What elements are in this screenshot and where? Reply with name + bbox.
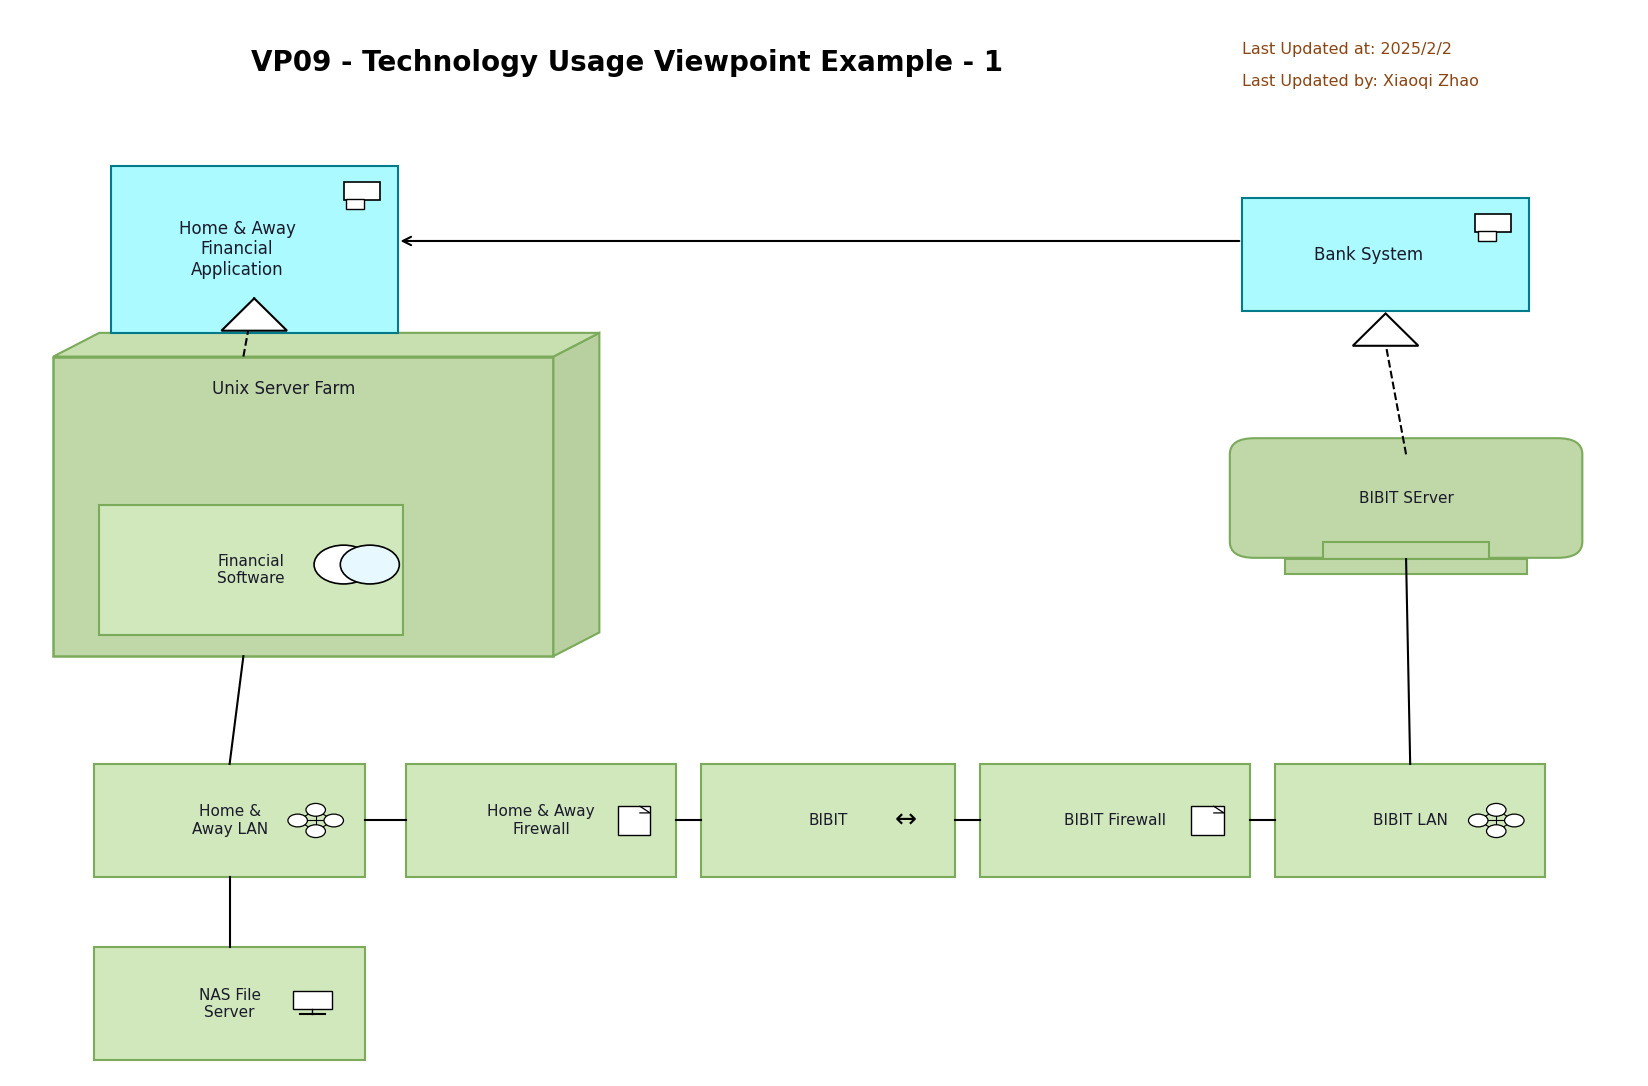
FancyBboxPatch shape [99,505,402,634]
Circle shape [1505,814,1524,826]
FancyBboxPatch shape [1192,806,1224,835]
Polygon shape [221,299,287,331]
Text: Unix Server Farm: Unix Server Farm [211,380,354,397]
FancyBboxPatch shape [618,806,649,835]
Circle shape [325,814,343,826]
FancyBboxPatch shape [94,763,364,877]
Circle shape [1486,804,1506,817]
FancyBboxPatch shape [343,181,379,200]
FancyBboxPatch shape [53,356,554,656]
Text: Bank System: Bank System [1313,245,1422,264]
Text: Home & Away
Financial
Application: Home & Away Financial Application [178,219,295,279]
Circle shape [1468,814,1488,826]
FancyBboxPatch shape [1323,542,1490,559]
FancyBboxPatch shape [346,199,364,209]
Text: BIBIT LAN: BIBIT LAN [1373,813,1447,828]
Circle shape [307,804,325,817]
FancyBboxPatch shape [1285,559,1528,573]
Text: ↔: ↔ [895,808,916,833]
Polygon shape [1353,314,1419,345]
FancyBboxPatch shape [1475,214,1511,232]
FancyBboxPatch shape [981,763,1251,877]
Text: Home & Away
Firewall: Home & Away Firewall [488,805,595,836]
FancyBboxPatch shape [1276,763,1546,877]
FancyBboxPatch shape [700,763,956,877]
Circle shape [339,545,399,584]
FancyBboxPatch shape [293,992,333,1009]
Text: Last Updated at: 2025/2/2: Last Updated at: 2025/2/2 [1243,42,1452,56]
FancyBboxPatch shape [1229,438,1582,558]
Text: Home &
Away LAN: Home & Away LAN [191,805,267,836]
FancyBboxPatch shape [405,763,676,877]
Text: BIBIT: BIBIT [809,813,847,828]
Text: NAS File
Server: NAS File Server [199,987,260,1020]
Polygon shape [554,332,600,656]
Text: BIBIT SErver: BIBIT SErver [1358,491,1454,505]
Circle shape [1486,824,1506,837]
Polygon shape [53,332,600,356]
FancyBboxPatch shape [1478,231,1496,241]
FancyBboxPatch shape [94,947,364,1060]
Circle shape [307,824,325,837]
Circle shape [315,545,372,584]
Text: Financial
Software: Financial Software [218,554,285,586]
Text: VP09 - Technology Usage Viewpoint Example - 1: VP09 - Technology Usage Viewpoint Exampl… [250,50,1004,77]
FancyBboxPatch shape [1243,198,1529,312]
FancyBboxPatch shape [110,166,397,332]
Circle shape [288,814,308,826]
Text: BIBIT Firewall: BIBIT Firewall [1065,813,1167,828]
Text: Last Updated by: Xiaoqi Zhao: Last Updated by: Xiaoqi Zhao [1243,74,1478,89]
